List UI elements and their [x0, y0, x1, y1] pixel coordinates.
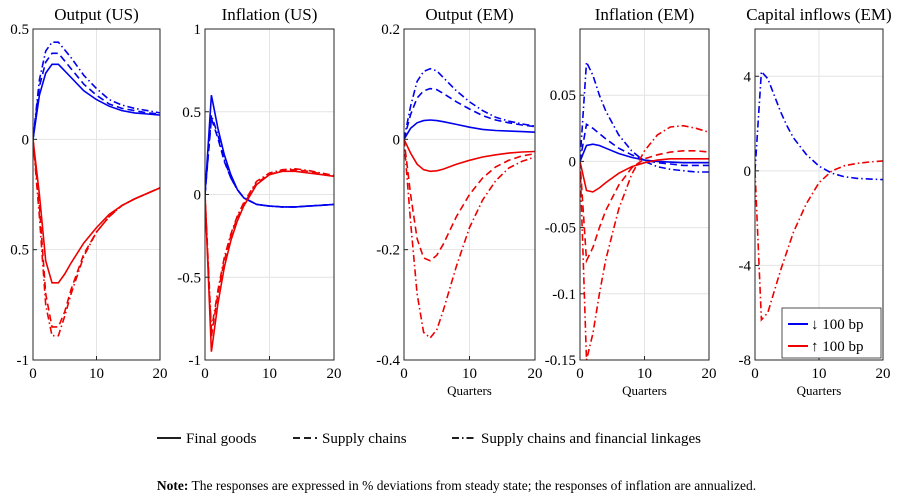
x-tick-label: 0	[201, 366, 209, 382]
series-line-down-dashed	[580, 122, 709, 167]
y-tick-label: 0.05	[550, 88, 576, 104]
series-line-up-dashdot	[205, 167, 334, 331]
x-tick-label: 20	[876, 366, 891, 382]
series-line-down-dashdot	[404, 67, 535, 140]
x-tick-label: 20	[702, 366, 717, 382]
y-tick-label: 0	[569, 154, 577, 170]
y-tick-label: -0.5	[177, 270, 201, 286]
series-line-down-dashed	[404, 87, 535, 140]
panel-title: Output (US)	[54, 5, 139, 24]
series-line-down-dashdot	[580, 59, 709, 173]
series-line-down-solid	[580, 143, 709, 164]
y-tick-label: -1	[17, 353, 30, 369]
y-tick-label: 0.5	[10, 22, 29, 38]
x-tick-label: 10	[89, 366, 104, 382]
series-line-up-dashed	[404, 139, 535, 262]
x-tick-label: 10	[812, 366, 827, 382]
note-label: Note:	[156, 478, 189, 493]
series-line-down-dashdot	[755, 69, 883, 181]
x-tick-label: 20	[153, 366, 168, 382]
y-tick-label: 0.5	[182, 105, 201, 121]
y-tick-label: 0	[194, 188, 202, 204]
panel-inflation-us: 0 10 20 1 0.5 0 -0.5 -1 Inflation (US)	[177, 5, 341, 382]
x-tick-label: 0	[29, 366, 37, 382]
series-line-up-solid	[580, 158, 709, 193]
y-tick-label: -0.4	[376, 353, 400, 369]
y-tick-label: -0.1	[552, 287, 576, 303]
panel-title: Inflation (US)	[222, 5, 318, 24]
series-line-down-solid	[404, 119, 535, 140]
legend-label-supply-chains-and-financial-linkages: Supply chains and financial linkages	[481, 431, 701, 447]
panel-inflation-em: 0 10 20 0.05 0 -0.05 -0.1 -0.15 Inflation (EM) Qu…	[545, 5, 717, 398]
legend-label-up: ↑ 100 bp	[811, 339, 864, 355]
y-tick-label: -8	[739, 353, 752, 369]
y-tick-label: -1	[189, 353, 202, 369]
note-text: The responses are expressed in % deviati…	[188, 478, 757, 493]
legend-label-supply-chains: Supply chains	[322, 431, 407, 447]
x-axis-label: Quarters	[622, 383, 667, 398]
y-tick-label: -4	[739, 258, 752, 274]
panel-output-em: 0 10 20 0.2 0 -0.2 -0.4 Output (EM) Quarters	[376, 5, 542, 398]
shock-legend-box	[781, 307, 882, 359]
x-tick-label: 20	[528, 366, 543, 382]
series-line-down-dashdot	[205, 114, 334, 208]
legend-label-down: ↓ 100 bp	[811, 317, 864, 333]
x-tick-label: 0	[751, 366, 759, 382]
series-line-up-dashdot	[404, 139, 535, 340]
x-tick-label: 10	[462, 366, 477, 382]
y-tick-label: 0	[744, 164, 752, 180]
shock-legend: ↓ 100 bp ↑ 100 bp	[781, 307, 882, 359]
x-tick-label: 10	[262, 366, 277, 382]
panel-title: Output (EM)	[425, 5, 513, 24]
y-tick-label: 0.2	[381, 22, 400, 38]
x-axis-label: Quarters	[797, 383, 842, 398]
x-tick-label: 0	[576, 366, 584, 382]
x-tick-label: 10	[637, 366, 652, 382]
y-tick-label: 4	[744, 69, 752, 85]
y-tick-label: -0.2	[376, 243, 400, 259]
y-tick-label: -0.05	[545, 221, 576, 237]
x-axis-label: Quarters	[447, 383, 492, 398]
series-line-up-solid	[205, 170, 334, 352]
y-tick-label: 0.5	[10, 243, 29, 259]
series-line-up-dashdot	[755, 160, 883, 322]
legend-label-final-goods: Final goods	[186, 431, 257, 447]
panel-title: Capital inflows (EM)	[746, 5, 891, 24]
x-tick-label: 0	[400, 366, 408, 382]
series-line-down-dashdot	[33, 41, 160, 140]
y-tick-label: 1	[194, 22, 202, 38]
y-tick-label: 0	[22, 132, 30, 148]
figure-note: Note: The responses are expressed in % d…	[0, 478, 913, 494]
series-line-up-dashdot	[580, 124, 709, 360]
series-line-up-dashed	[580, 150, 709, 264]
panel-title: Inflation (EM)	[595, 5, 695, 24]
y-tick-label: -0.15	[545, 353, 576, 369]
panel-capital-inflows-em: 0 10 20 4 0 -4 -8 Capital inflows (EM) Quarters	[739, 5, 892, 398]
style-legend: Final goods Supply chains Supply chains an…	[157, 431, 701, 447]
x-tick-label: 20	[327, 366, 342, 382]
series-line-down-dashed	[33, 52, 160, 140]
series-line-up-dashdot	[33, 139, 160, 337]
panel-output-us: 0 10 20 0.5 0 0.5 -1 Output (US)	[10, 5, 167, 382]
y-tick-label: 0	[393, 132, 401, 148]
series-line-down-solid	[33, 63, 160, 140]
series-line-up-solid	[404, 138, 535, 173]
